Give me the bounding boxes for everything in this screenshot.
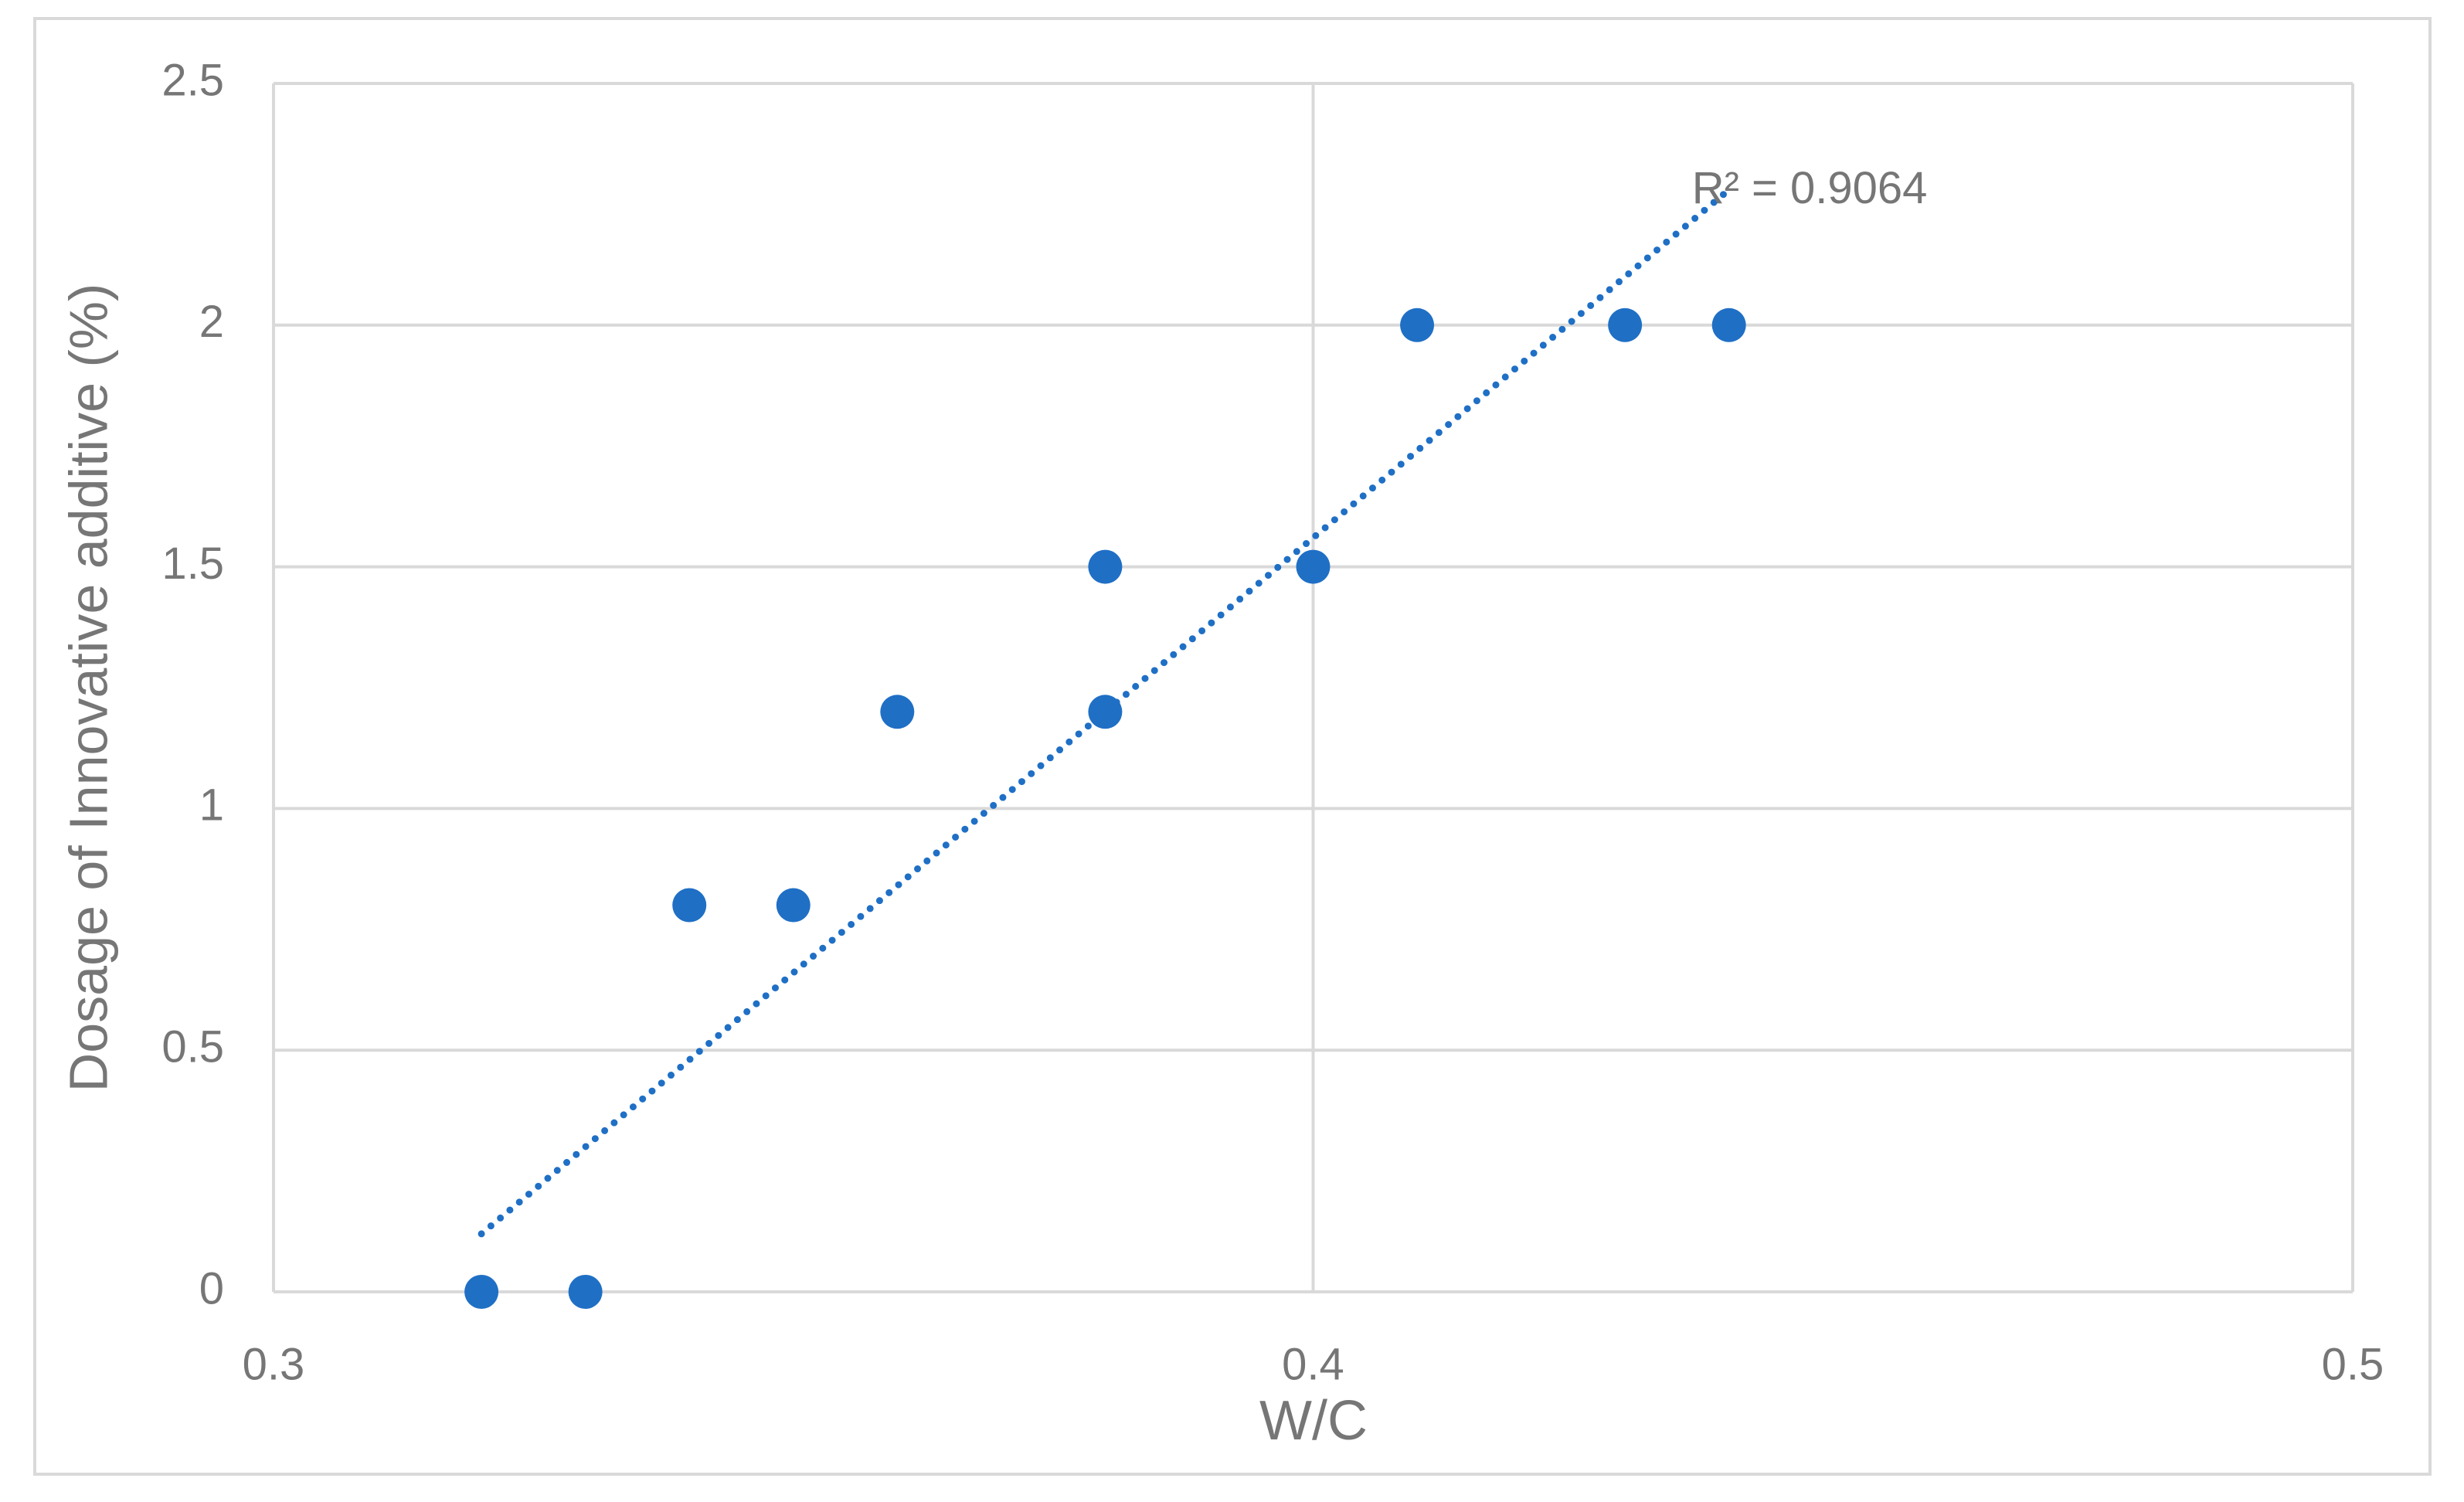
chart-border <box>33 17 2432 1476</box>
y-tick-label: 2.5 <box>161 55 224 105</box>
y-tick-label: 0.5 <box>161 1022 224 1072</box>
x-tick-label: 0.3 <box>243 1339 305 1389</box>
y-tick-label: 0 <box>199 1263 224 1313</box>
x-tick-label: 0.5 <box>2322 1339 2384 1389</box>
point <box>1088 549 1123 584</box>
trendline <box>478 186 1733 1238</box>
point <box>568 1275 603 1309</box>
y-tick-label: 1.5 <box>161 539 224 589</box>
point <box>1608 308 1643 342</box>
y-axis-title: Dosage of Innovative additive (%) <box>58 284 118 1093</box>
y-tick-label: 1 <box>199 780 224 831</box>
point <box>464 1275 499 1309</box>
x-tick-label: 0.4 <box>1282 1339 1344 1389</box>
point <box>1711 308 1746 342</box>
y-tick-label: 2 <box>199 297 224 347</box>
r-squared-label: R² = 0.9064 <box>1692 163 1928 213</box>
point <box>1296 549 1331 584</box>
point <box>672 888 707 923</box>
x-axis-title: W/C <box>1259 1390 1368 1452</box>
point <box>880 695 915 729</box>
point <box>1400 308 1435 342</box>
point <box>776 888 811 923</box>
